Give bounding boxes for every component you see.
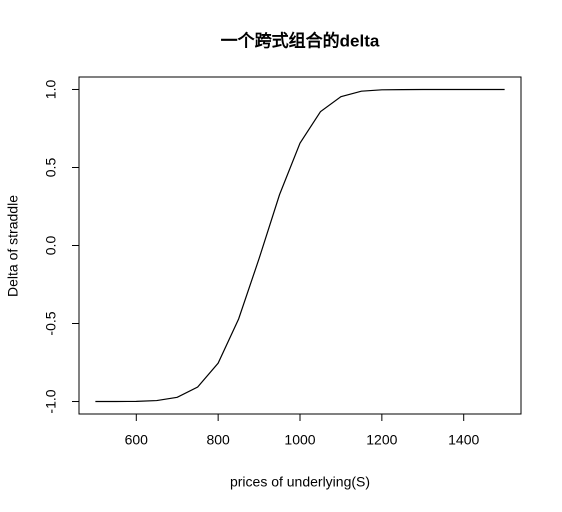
y-tick-label: -0.5 (43, 311, 59, 335)
y-axis-label: Delta of straddle (5, 195, 21, 297)
y-tick-label: 1.0 (43, 80, 59, 100)
x-tick-label: 1200 (366, 432, 397, 448)
chart-title: 一个跨式组合的delta (221, 30, 380, 50)
y-tick-label: 0.5 (43, 158, 59, 178)
y-tick-label: -1.0 (43, 389, 59, 413)
x-tick-label: 1000 (284, 432, 315, 448)
y-tick-label: 0.0 (43, 236, 59, 256)
x-tick-label: 1400 (448, 432, 479, 448)
line (95, 88, 505, 403)
x-tick-label: 800 (206, 432, 230, 448)
x-axis-label: prices of underlying(S) (230, 474, 370, 490)
plot-box (78, 76, 522, 415)
x-tick-label: 600 (125, 432, 149, 448)
